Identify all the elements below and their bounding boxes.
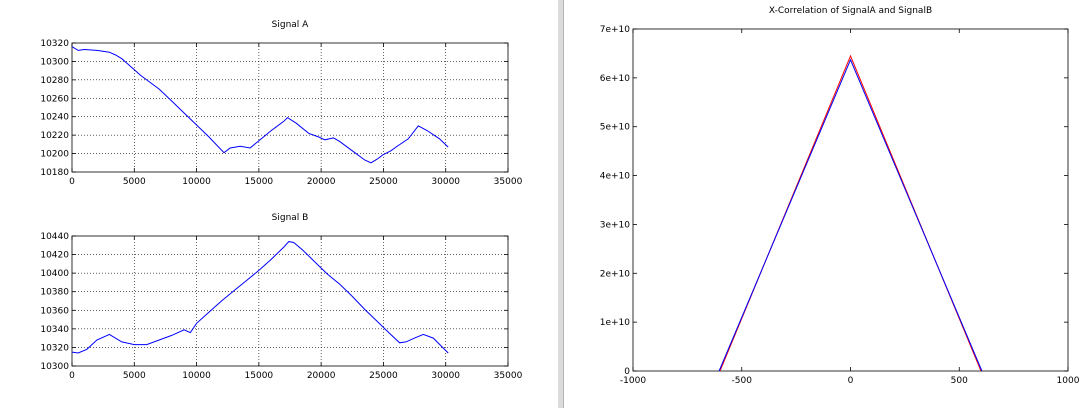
y-tick-label: 10440	[40, 232, 69, 242]
signal-b-chart: Signal B 0 5000 10000 15000 20000 25000 30000 35…	[40, 213, 522, 381]
x-tick-label: 1000	[1057, 376, 1080, 386]
y-tick-label: 2e+10	[600, 269, 631, 279]
y-tick-label: 10260	[40, 94, 69, 104]
x-tick-label: 25000	[369, 177, 398, 187]
x-tick-label: 15000	[245, 371, 274, 381]
signal-b-series-line-0	[71, 241, 449, 354]
y-tick-label: 10380	[40, 288, 69, 298]
y-tick-label: 3e+10	[600, 220, 631, 230]
y-tick-label: 5e+10	[600, 123, 631, 133]
y-tick-label: 10280	[40, 76, 69, 86]
x-tick-label: 10000	[182, 371, 211, 381]
x-tick-label: 35000	[494, 177, 523, 187]
x-tick-label: 500	[951, 376, 968, 386]
xcorr-series-line-0	[719, 54, 982, 372]
x-tick-label: 0	[69, 371, 75, 381]
x-tick-label: 0	[848, 376, 854, 386]
xcorr-plot-frame	[632, 28, 1069, 372]
x-tick-label: 0	[69, 177, 75, 187]
y-tick-label: 1e+10	[600, 318, 631, 328]
x-tick-label: 5000	[123, 177, 146, 187]
xcorr-series-line-1	[718, 58, 983, 372]
y-tick-label: 10420	[40, 251, 69, 261]
y-tick-label: 10300	[40, 57, 69, 67]
y-tick-label: 10400	[40, 269, 69, 279]
x-tick-label: 30000	[431, 177, 460, 187]
y-tick-label: 10360	[40, 306, 69, 316]
y-tick-label: 0	[624, 367, 630, 377]
x-tick-label: 25000	[369, 371, 398, 381]
y-tick-label: 10240	[40, 113, 69, 123]
x-tick-label: 5000	[123, 371, 146, 381]
y-tick-label: 4e+10	[600, 172, 631, 182]
x-tick-label: 15000	[245, 177, 274, 187]
x-tick-label: 35000	[494, 371, 523, 381]
signal-b-title: Signal B	[272, 213, 309, 223]
x-tick-label: 20000	[307, 371, 336, 381]
y-tick-label: 10320	[40, 39, 69, 49]
y-tick-label: 10180	[40, 168, 69, 178]
xcorr-chart: X-Correlation of SignalA and SignalB -100…	[600, 6, 1080, 386]
signal-a-series-line-0	[71, 46, 449, 164]
x-tick-label: -500	[732, 376, 753, 386]
y-tick-label: 10340	[40, 325, 69, 335]
signal-a-title: Signal A	[272, 20, 310, 30]
signal-a-chart: Signal A 0 5000 10000 15000 20000 25000 30000 35…	[40, 20, 522, 187]
x-tick-label: 10000	[182, 177, 211, 187]
xcorr-title: X-Correlation of SignalA and SignalB	[769, 6, 932, 16]
x-tick-label: 20000	[307, 177, 336, 187]
pane-divider[interactable]	[558, 0, 563, 408]
y-tick-label: 7e+10	[600, 25, 631, 35]
pane-divider-edge	[563, 0, 564, 408]
y-tick-label: 10320	[40, 343, 69, 353]
signal-b-plot-frame	[71, 235, 509, 367]
y-tick-label: 6e+10	[600, 74, 631, 84]
signal-a-plot-frame	[71, 42, 509, 173]
x-tick-label: -1000	[620, 376, 646, 386]
y-tick-label: 10200	[40, 150, 69, 160]
x-tick-label: 30000	[431, 371, 460, 381]
y-tick-label: 10300	[40, 362, 69, 372]
y-tick-label: 10220	[40, 131, 69, 141]
